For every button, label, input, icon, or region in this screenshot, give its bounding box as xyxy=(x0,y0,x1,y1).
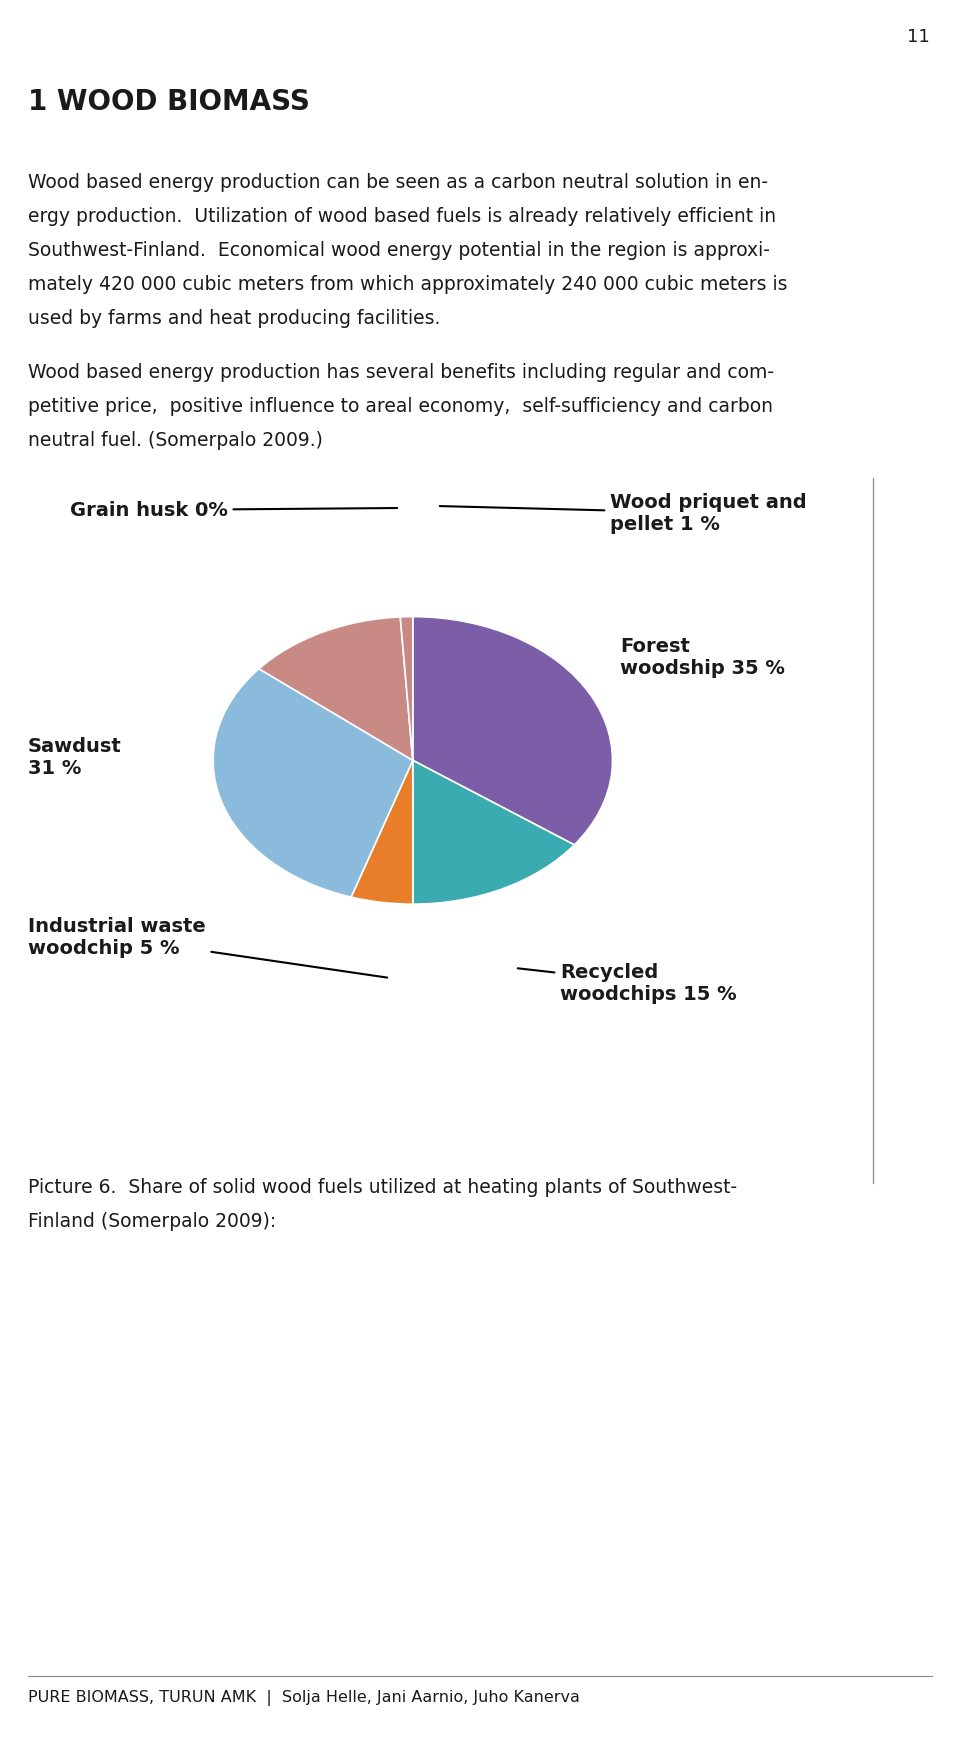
Wedge shape xyxy=(413,617,612,845)
Text: Grain husk 0%: Grain husk 0% xyxy=(70,501,397,520)
Text: Forest
woodship 35 %: Forest woodship 35 % xyxy=(620,638,785,678)
Text: Industrial waste
woodchip 5 %: Industrial waste woodchip 5 % xyxy=(28,918,387,977)
Wedge shape xyxy=(213,669,413,897)
Wedge shape xyxy=(413,761,574,904)
Wedge shape xyxy=(351,761,413,904)
Text: neutral fuel. (Somerpalo 2009.): neutral fuel. (Somerpalo 2009.) xyxy=(28,431,323,450)
Text: Wood based energy production has several benefits including regular and com-: Wood based energy production has several… xyxy=(28,363,774,382)
Wedge shape xyxy=(259,617,413,761)
Text: Southwest-Finland.  Economical wood energy potential in the region is approxi-: Southwest-Finland. Economical wood energ… xyxy=(28,242,770,261)
Text: Recycled
woodchips 15 %: Recycled woodchips 15 % xyxy=(517,963,736,1003)
Wedge shape xyxy=(400,617,413,761)
Text: 1 WOOD BIOMASS: 1 WOOD BIOMASS xyxy=(28,89,310,116)
Text: petitive price,  positive influence to areal economy,  self-sufficiency and carb: petitive price, positive influence to ar… xyxy=(28,396,773,415)
Text: PURE BIOMASS, TURUN AMK  |  Solja Helle, Jani Aarnio, Juho Kanerva: PURE BIOMASS, TURUN AMK | Solja Helle, J… xyxy=(28,1689,580,1707)
Text: used by farms and heat producing facilities.: used by farms and heat producing facilit… xyxy=(28,309,441,328)
Text: 11: 11 xyxy=(907,28,930,45)
Text: mately 420 000 cubic meters from which approximately 240 000 cubic meters is: mately 420 000 cubic meters from which a… xyxy=(28,275,787,294)
Text: Finland (Somerpalo 2009):: Finland (Somerpalo 2009): xyxy=(28,1211,276,1231)
Text: Sawdust
31 %: Sawdust 31 % xyxy=(28,737,122,779)
Text: Wood priquet and
pellet 1 %: Wood priquet and pellet 1 % xyxy=(440,492,806,534)
Text: Picture 6.  Share of solid wood fuels utilized at heating plants of Southwest-: Picture 6. Share of solid wood fuels uti… xyxy=(28,1178,737,1197)
Text: ergy production.  Utilization of wood based fuels is already relatively efficien: ergy production. Utilization of wood bas… xyxy=(28,207,776,226)
Text: Wood based energy production can be seen as a carbon neutral solution in en-: Wood based energy production can be seen… xyxy=(28,174,768,191)
